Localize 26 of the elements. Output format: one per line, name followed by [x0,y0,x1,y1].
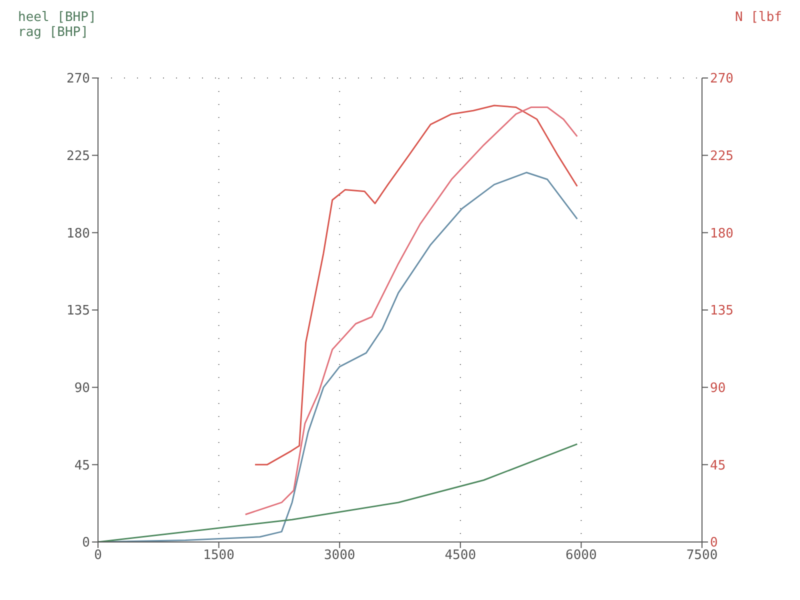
y-tick-label: 225 [66,148,90,164]
y-tick-label: 180 [66,226,90,242]
y2-tick-label: 270 [710,72,734,87]
y2-tick-label: 180 [710,226,734,242]
y2-tick-label: 45 [710,458,726,474]
y-tick-label: 45 [74,458,90,474]
x-tick-label: 4500 [444,548,476,564]
text: heel [BHP] [18,10,96,25]
y2-tick-label: 0 [710,536,718,551]
y-tick-label: 90 [74,380,90,396]
line-series [254,104,578,466]
y2-axis-title: N [lbf [735,10,782,25]
line-series [98,443,578,542]
y-tick-label: 0 [82,536,90,551]
x-tick-label: 6000 [566,548,597,564]
line-series [244,106,578,516]
y2-tick-label: 225 [710,148,734,164]
y-tick-label: 135 [66,304,90,319]
x-tick-label: 3000 [324,548,356,564]
x-tick-label: 7500 [686,548,718,564]
y2-tick-label: 90 [710,380,726,396]
y2-tick-label: 135 [710,304,734,319]
x-tick-label: 0 [94,548,102,564]
text: rag [BHP] [18,25,90,40]
y-tick-label: 270 [66,72,90,87]
x-tick-label: 1500 [203,548,234,564]
